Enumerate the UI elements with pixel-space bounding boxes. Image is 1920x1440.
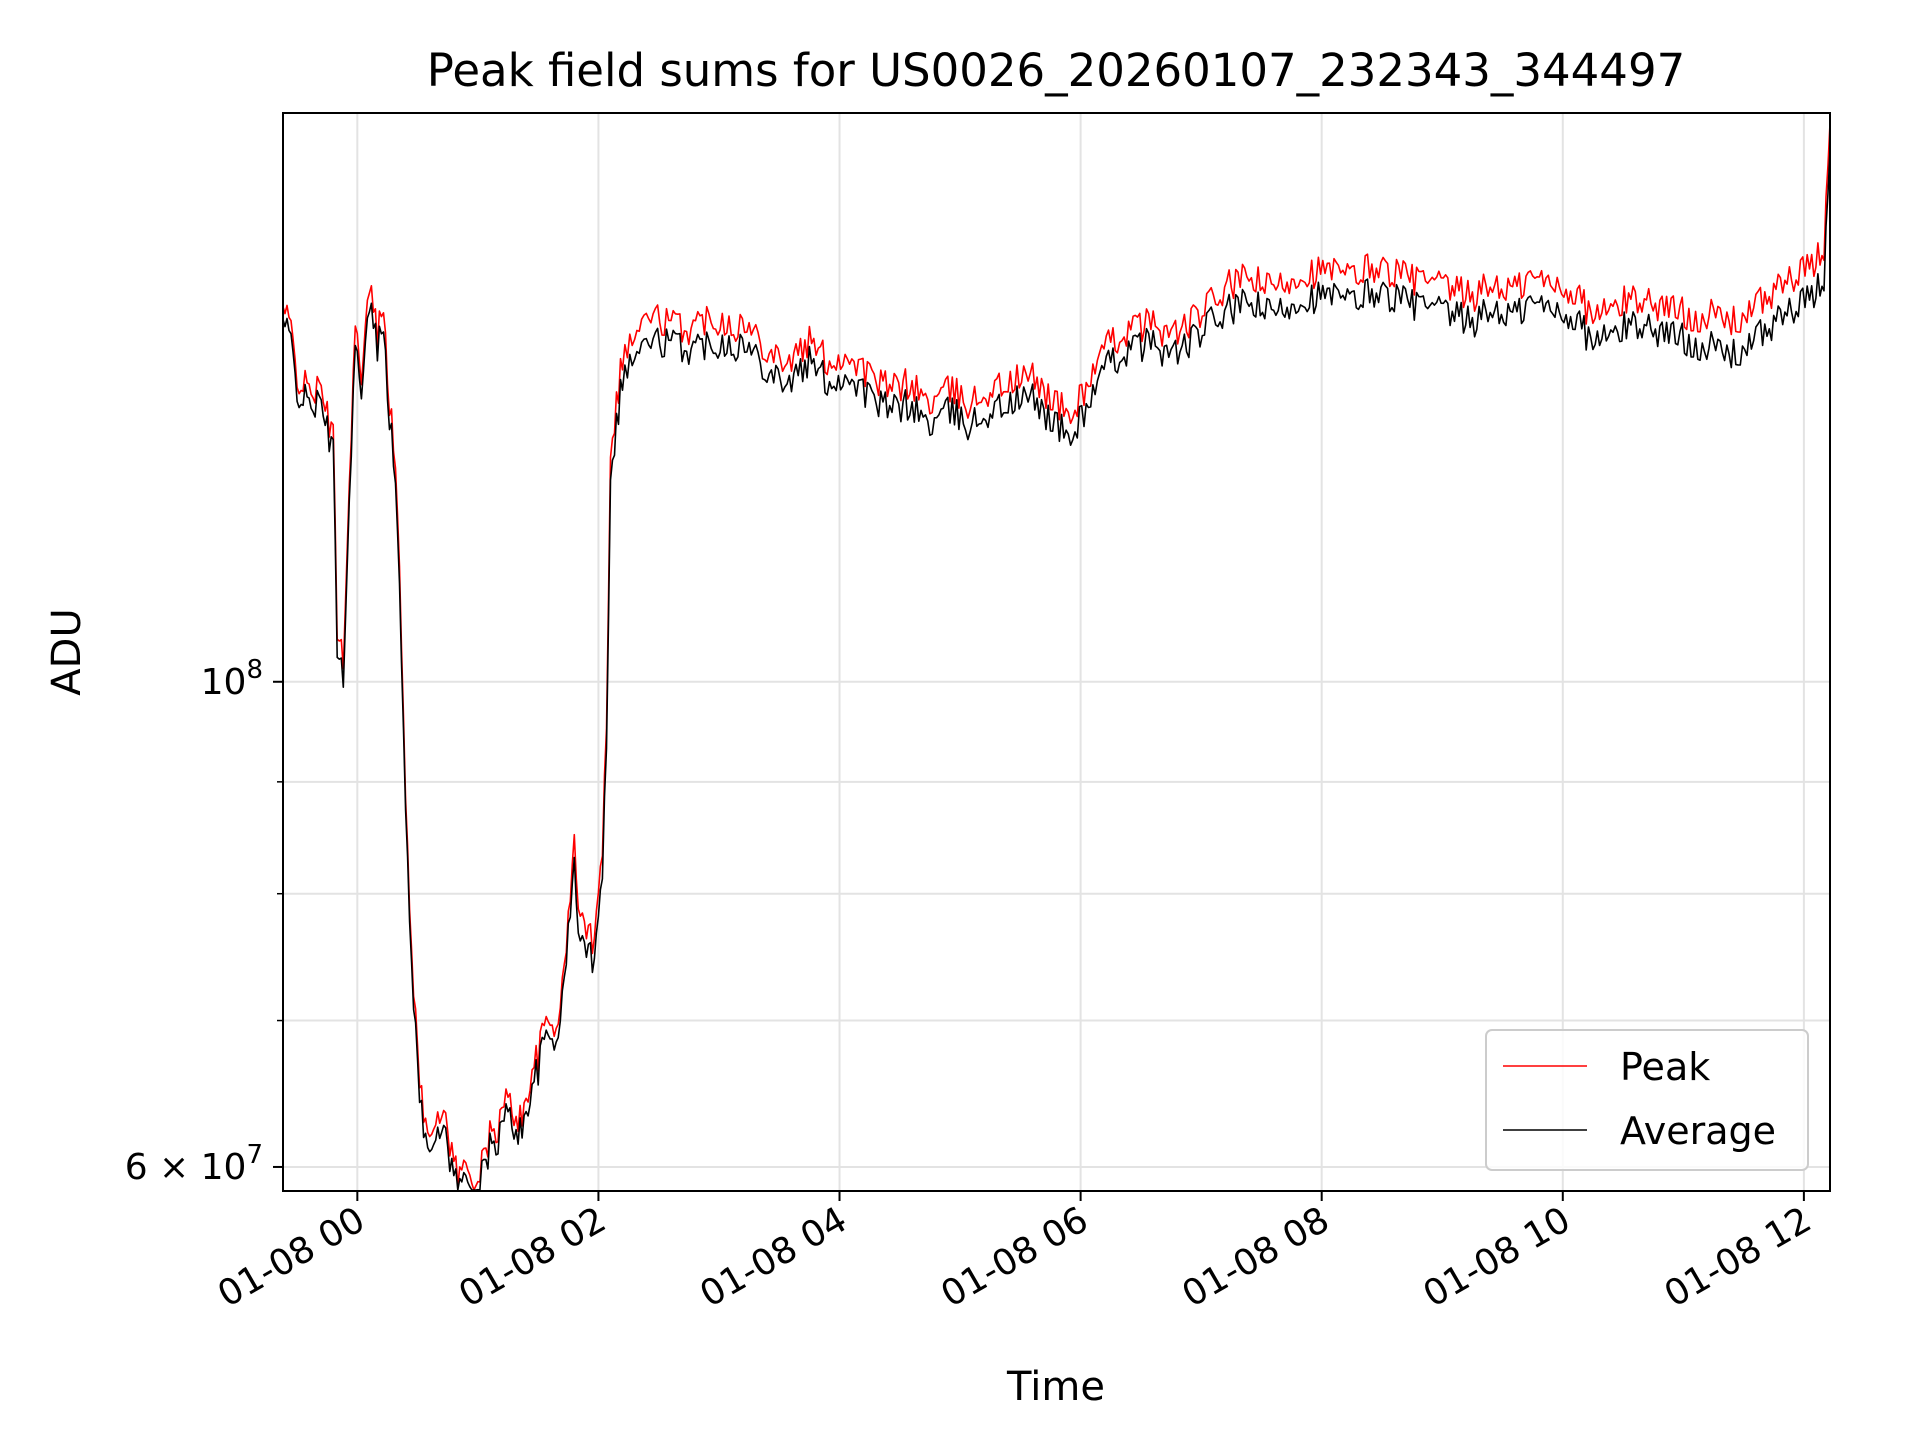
legend-peak-label: Peak	[1620, 1045, 1710, 1089]
series-line-average	[282, 150, 1831, 1191]
legend-box	[1485, 1029, 1809, 1171]
y-tick-label: 108	[201, 655, 263, 703]
y-tick-label: 6 × 107	[125, 1140, 263, 1188]
series-line-peak	[282, 123, 1831, 1191]
legend-average-label: Average	[1620, 1109, 1776, 1153]
chart-title: Peak field sums for US0026_20260107_2323…	[427, 44, 1685, 97]
legend: Peak Average	[1485, 1029, 1809, 1171]
y-axis-ticks: 108 6 × 107	[125, 655, 283, 1188]
x-axis-label: Time	[1006, 1364, 1105, 1410]
plot-frame	[282, 112, 1831, 1192]
grid	[283, 113, 1830, 1191]
y-axis-label: ADU	[44, 608, 90, 695]
series-layer	[282, 123, 1831, 1191]
